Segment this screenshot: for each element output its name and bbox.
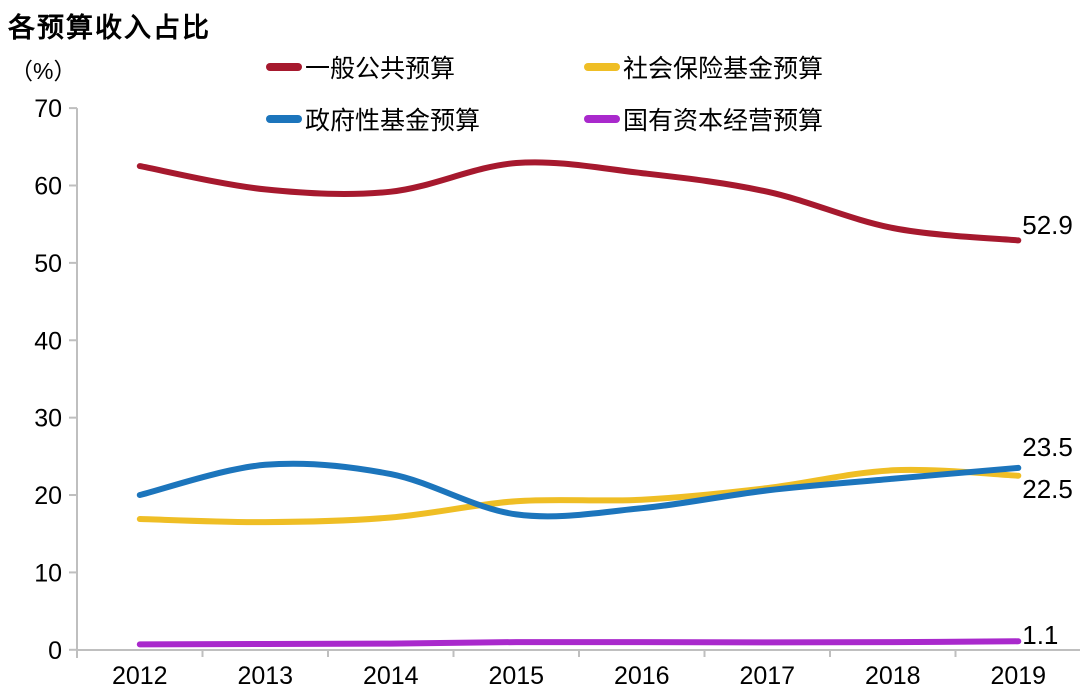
x-tick-label: 2018 <box>865 662 921 690</box>
series-line-government-fund-budget <box>136 460 1022 520</box>
x-tick-label: 2015 <box>488 662 544 690</box>
y-axis-unit-label: （%） <box>10 58 77 84</box>
y-tick-label: 10 <box>34 559 62 587</box>
legend-swatch-government-fund-budget <box>266 115 302 123</box>
y-tick-label: 0 <box>48 637 62 665</box>
legend-item-general-public-budget: 一般公共预算 <box>266 54 455 83</box>
legend-item-state-capital-operation-budget: 国有资本经营预算 <box>584 106 823 135</box>
legend-label: 政府性基金预算 <box>305 108 481 135</box>
legend-label: 社会保险基金预算 <box>623 56 824 83</box>
legend-item-government-fund-budget: 政府性基金预算 <box>266 106 480 135</box>
legend-swatch-state-capital-operation-budget <box>584 115 620 123</box>
y-tick-label: 60 <box>34 172 62 200</box>
series-line-state-capital-operation-budget <box>136 638 1022 648</box>
y-tick-label: 70 <box>34 95 62 123</box>
chart-title: 各预算收入占比 <box>8 13 211 43</box>
x-tick-label: 2014 <box>363 662 419 690</box>
end-label-social-insurance-fund-budget: 22.5 <box>1022 473 1073 504</box>
end-label-government-fund-budget: 23.5 <box>1022 431 1073 462</box>
end-label-state-capital-operation-budget: 1.1 <box>1022 620 1059 651</box>
legend-swatch-general-public-budget <box>266 63 302 71</box>
y-tick-label: 40 <box>34 327 62 355</box>
legend-item-social-insurance-fund-budget: 社会保险基金预算 <box>584 54 823 83</box>
x-tick-label: 2012 <box>112 662 168 690</box>
legend-swatch-social-insurance-fund-budget <box>584 63 620 71</box>
legend-label: 国有资本经营预算 <box>623 108 824 135</box>
x-tick-label: 2016 <box>614 662 670 690</box>
x-tick-label: 2019 <box>990 662 1046 690</box>
x-tick-label: 2017 <box>739 662 795 690</box>
y-tick-label: 30 <box>34 405 62 433</box>
legend-label: 一般公共预算 <box>305 56 456 83</box>
y-tick-label: 20 <box>34 482 62 510</box>
series-line-social-insurance-fund-budget <box>136 466 1022 526</box>
series-line-general-public-budget <box>136 159 1022 244</box>
end-label-general-public-budget: 52.9 <box>1022 210 1073 241</box>
x-tick-label: 2013 <box>237 662 293 690</box>
y-tick-label: 50 <box>34 250 62 278</box>
